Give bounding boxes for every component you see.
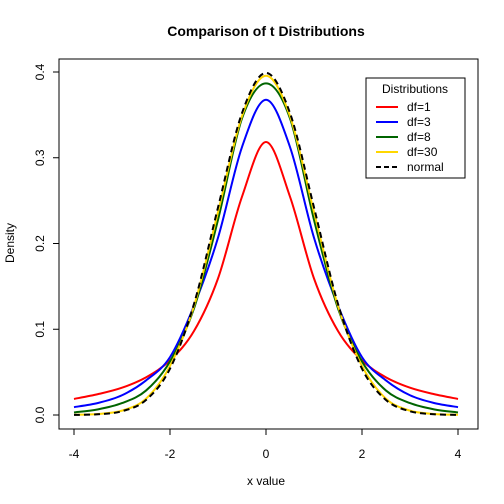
y-tick-label: 0.2 (33, 235, 47, 252)
legend-entry: normal (407, 160, 444, 174)
series-line-df-3 (73, 98, 459, 409)
legend-title: Distributions (382, 82, 448, 96)
series-line-df-8 (73, 82, 459, 414)
x-axis-label: x value (247, 474, 285, 488)
legend-box (365, 77, 466, 179)
series-group (73, 71, 459, 416)
x-tick-label: 4 (455, 447, 462, 461)
y-tick-label: 0.3 (33, 149, 47, 166)
series-line-df-1 (73, 141, 459, 400)
x-tick-label: -2 (165, 447, 176, 461)
y-tick-label: 0.0 (33, 406, 47, 423)
x-tick-label: -4 (69, 447, 80, 461)
legend-entry: df=3 (407, 115, 431, 129)
x-tick-label: 2 (359, 447, 366, 461)
chart-title: Comparison of t Distributions (167, 23, 365, 39)
y-axis-label: Density (3, 223, 17, 263)
x-tick-label: 0 (263, 447, 270, 461)
series-line-normal (73, 71, 459, 416)
y-axis: 0.0 0.1 0.2 0.3 0.4 (33, 63, 60, 423)
legend-entry: df=1 (407, 100, 431, 114)
y-tick-label: 0.1 (33, 321, 47, 338)
y-tick-label: 0.4 (33, 63, 47, 80)
x-axis: -4 -2 0 2 4 (69, 428, 462, 461)
legend-entry: df=8 (407, 130, 431, 144)
legend-entry: df=30 (407, 145, 438, 159)
